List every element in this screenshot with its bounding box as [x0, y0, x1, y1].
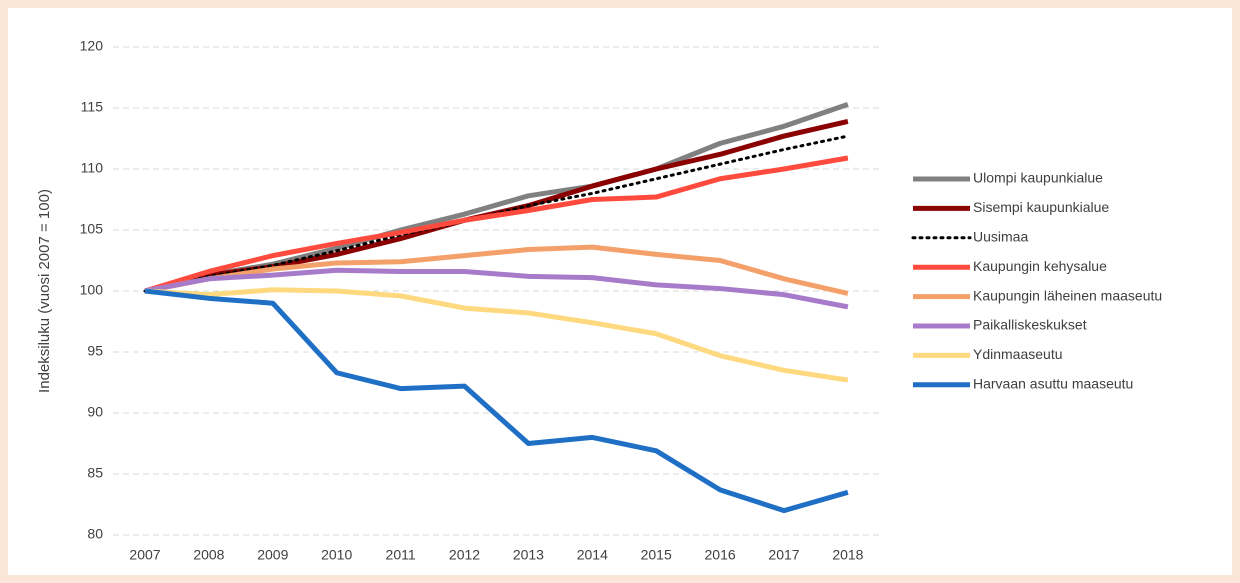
- x-tick-label: 2009: [257, 547, 288, 563]
- y-tick-label: 115: [81, 99, 104, 115]
- y-tick-label: 85: [87, 465, 103, 481]
- x-tick-label: 2011: [386, 547, 416, 563]
- y-tick-label: 100: [80, 282, 104, 298]
- legend-label: Paikalliskeskukset: [973, 317, 1087, 333]
- x-tick-label: 2015: [641, 547, 672, 563]
- legend-label: Ydinmaaseutu: [973, 346, 1063, 362]
- legend-label: Kaupungin kehysalue: [973, 258, 1107, 274]
- series-line: [144, 155, 849, 294]
- y-tick-label: 105: [80, 221, 104, 237]
- x-tick-label: 2008: [193, 547, 224, 563]
- y-tick-label: 90: [87, 404, 103, 420]
- legend-label: Harvaan asuttu maaseutu: [973, 376, 1133, 392]
- y-tick-label: 80: [87, 526, 103, 542]
- x-tick-label: 2010: [321, 547, 352, 563]
- x-tick-label: 2017: [768, 547, 799, 563]
- x-tick-label: 2014: [577, 547, 608, 563]
- y-tick-label: 110: [81, 160, 104, 176]
- legend-label: Sisempi kaupunkialue: [973, 199, 1109, 215]
- series-line: [144, 267, 849, 310]
- chart-panel: [8, 8, 1232, 575]
- legend-label: Kaupungin läheinen maaseutu: [973, 287, 1162, 303]
- x-tick-label: 2018: [832, 547, 863, 563]
- series-line: [144, 288, 849, 514]
- legend-label: Ulompi kaupunkialue: [973, 170, 1103, 186]
- x-tick-label: 2013: [513, 547, 544, 563]
- y-tick-label: 95: [87, 343, 103, 359]
- x-tick-label: 2016: [705, 547, 736, 563]
- y-tick-label: 120: [80, 38, 104, 54]
- x-tick-label: 2012: [449, 547, 480, 563]
- y-axis-label: Indeksiluku (vuosi 2007 = 100): [36, 189, 53, 393]
- legend-label: Uusimaa: [973, 229, 1028, 245]
- series-line: [144, 244, 849, 296]
- x-tick-label: 2007: [129, 547, 160, 563]
- series-line: [144, 287, 849, 383]
